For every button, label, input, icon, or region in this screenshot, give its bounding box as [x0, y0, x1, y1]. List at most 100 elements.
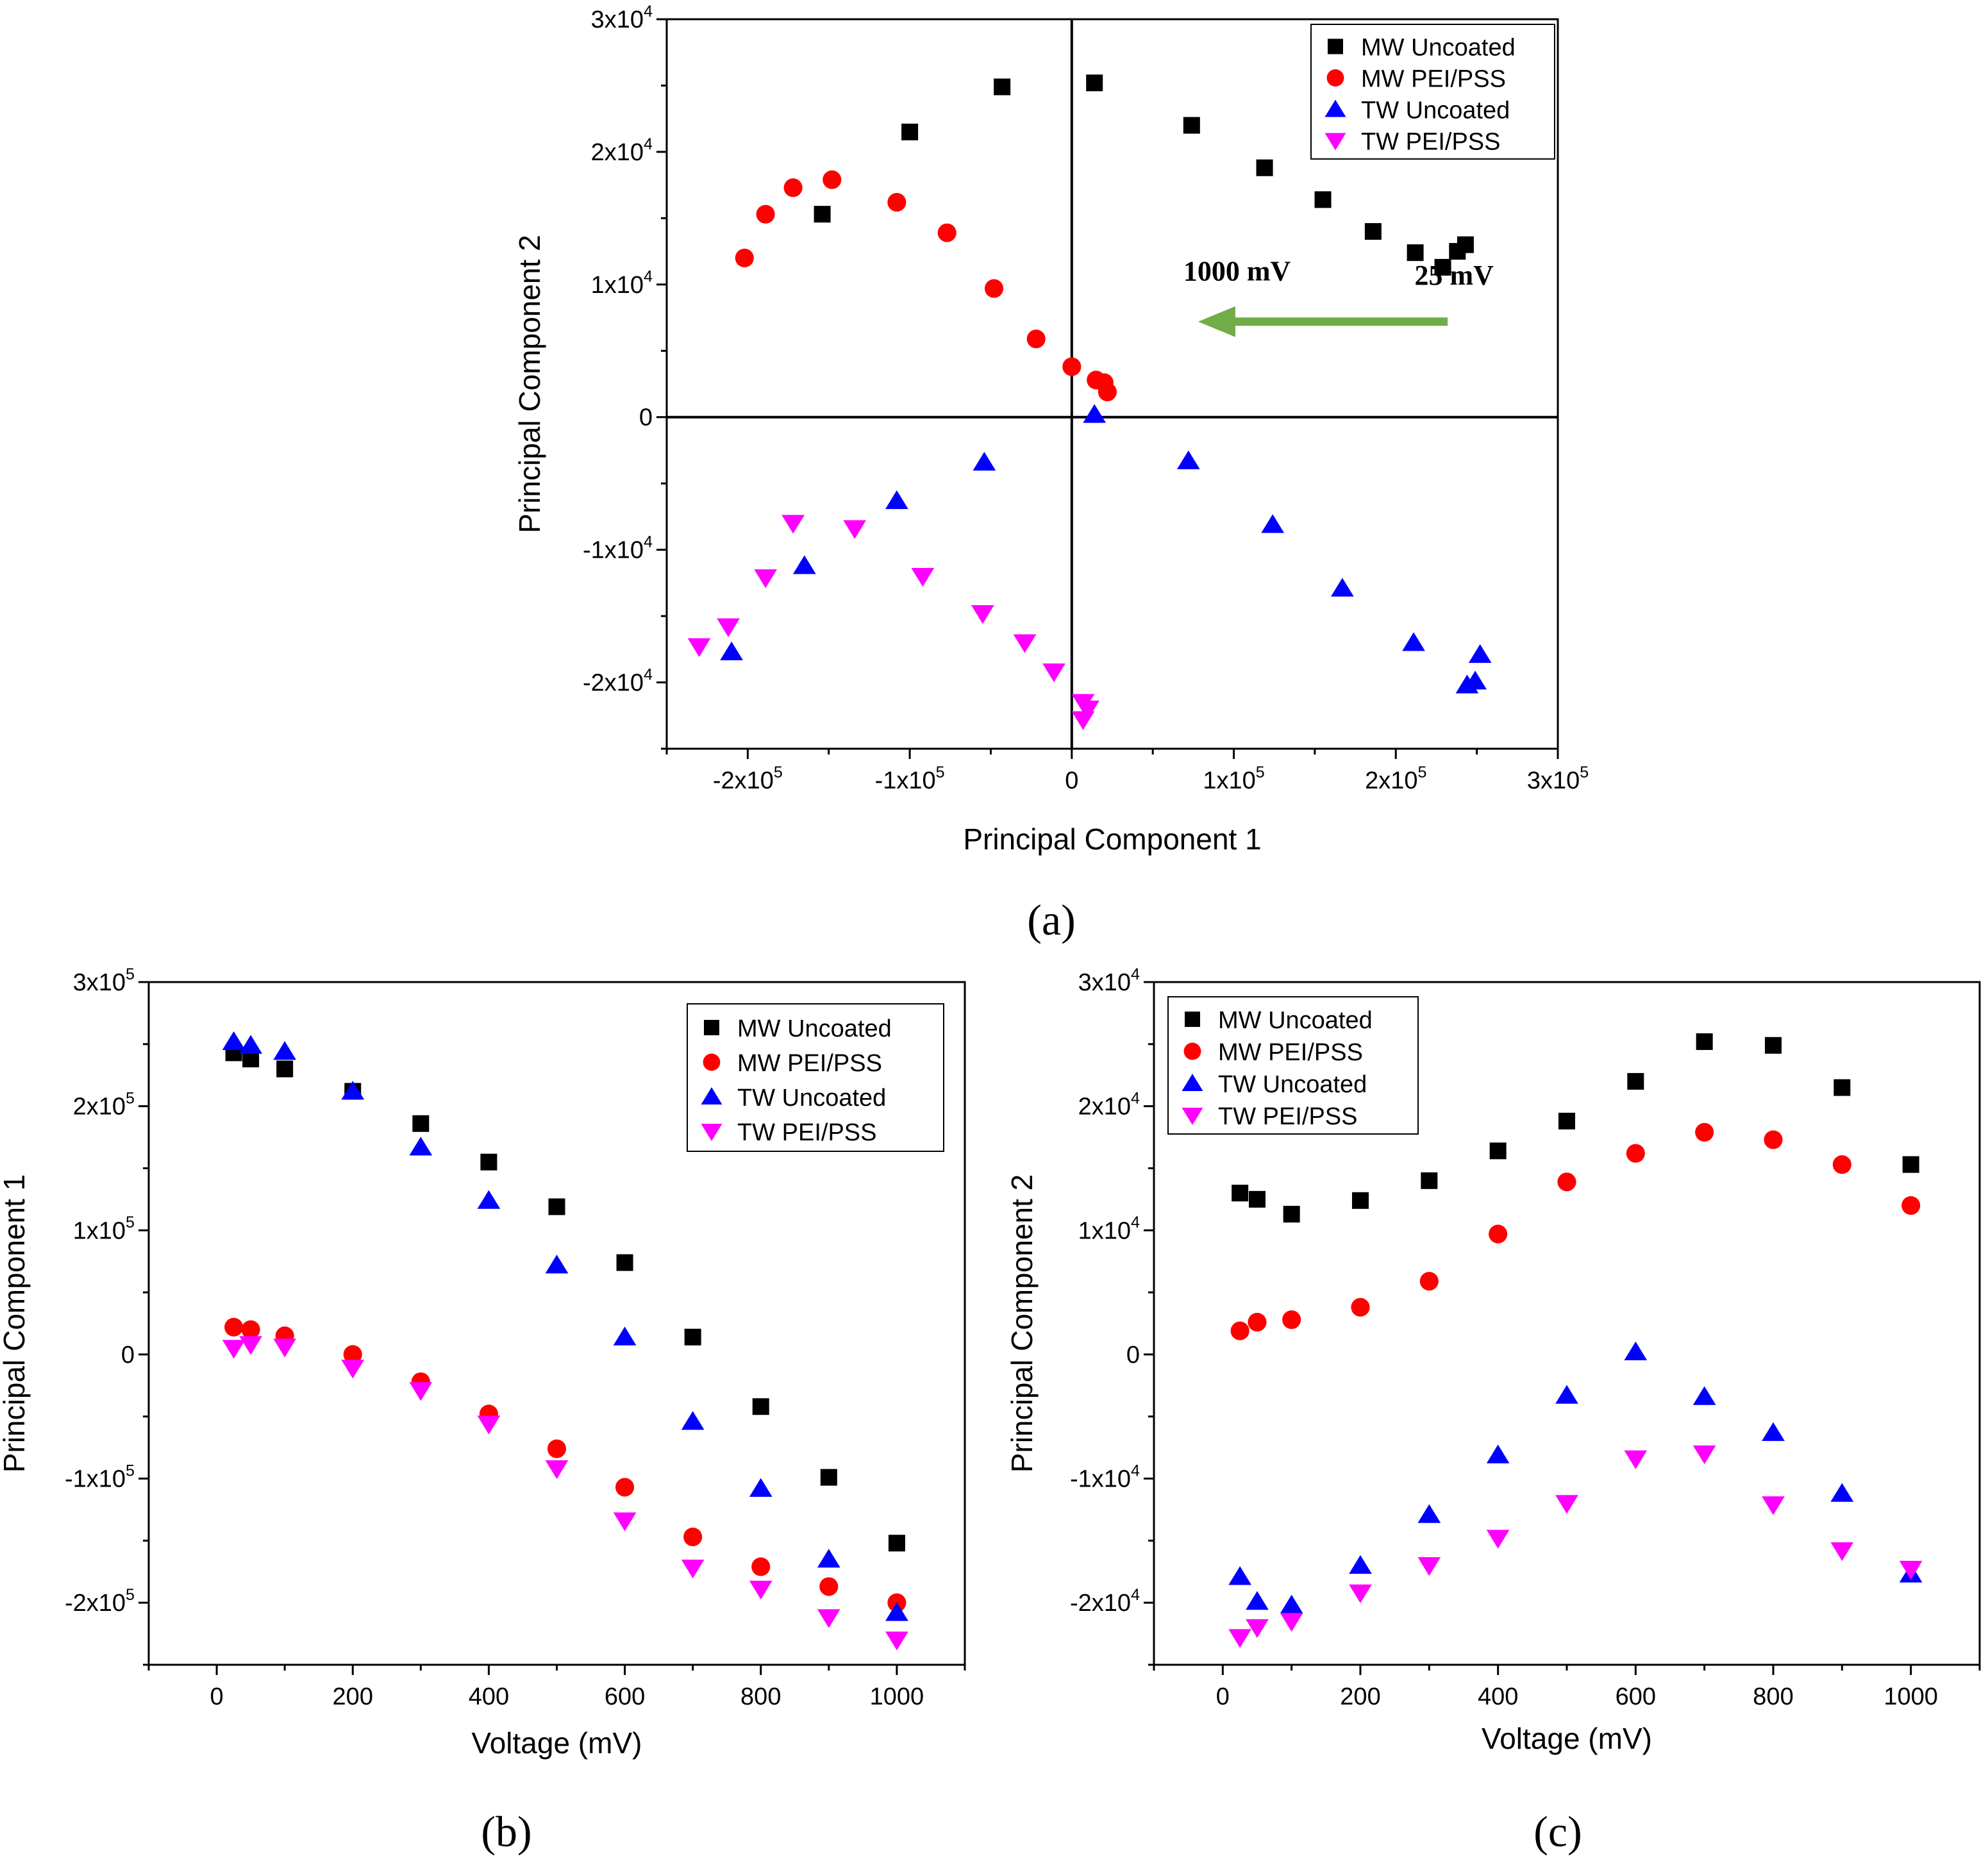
- data-point-tw_uncoated: [1417, 1504, 1441, 1523]
- data-point-tw_uncoated: [1830, 1483, 1854, 1502]
- data-point-mw_uncoated: [1902, 1156, 1919, 1173]
- data-point-mw_peipss: [887, 192, 906, 212]
- data-point-mw_peipss: [1419, 1272, 1439, 1291]
- y-tick-label: 3x105: [73, 965, 135, 996]
- legend-label-tw_peipss: TW PEI/PSS: [737, 1119, 876, 1146]
- data-point-tw_peipss: [781, 515, 805, 534]
- data-point-tw_uncoated: [1330, 578, 1354, 597]
- data-point-tw_peipss: [1624, 1450, 1648, 1469]
- data-point-mw_uncoated: [1434, 258, 1451, 276]
- data-point-tw_peipss: [681, 1559, 705, 1579]
- data-point-tw_uncoated: [973, 451, 996, 471]
- x-tick-label: 400: [469, 1683, 509, 1710]
- data-point-tw_uncoated: [1349, 1555, 1372, 1574]
- data-point-mw_uncoated: [1086, 74, 1103, 92]
- x-tick-label: 800: [740, 1683, 781, 1710]
- data-point-mw_uncoated: [1364, 223, 1382, 240]
- data-point-mw_uncoated: [1232, 1185, 1249, 1202]
- legend-label-tw_uncoated: TW Uncoated: [1218, 1071, 1367, 1098]
- x-tick-label: 600: [605, 1683, 645, 1710]
- data-point-mw_uncoated: [548, 1198, 565, 1215]
- data-point-tw_peipss: [409, 1382, 433, 1401]
- y-tick-label: -1x104: [583, 533, 653, 564]
- series-tw_peipss: [687, 515, 1099, 730]
- data-point-mw_uncoated: [1833, 1079, 1851, 1096]
- data-point-mw_peipss: [547, 1439, 567, 1458]
- legend-label-mw_peipss: MW PEI/PSS: [737, 1050, 882, 1077]
- x-axis-title: Voltage (mV): [472, 1726, 642, 1760]
- data-point-mw_uncoated: [994, 78, 1011, 96]
- data-point-mw_peipss: [984, 279, 1004, 298]
- chart-b-pc1-vs-voltage: 0 200 400 600 800 1000 -2x105 -1x105 0 1x105 2x105…: [0, 965, 966, 1760]
- data-point-tw_uncoated: [222, 1031, 246, 1050]
- legend-marker-mw_peipss: [1326, 69, 1344, 87]
- series-tw_uncoated: [1228, 1341, 1923, 1614]
- y-tick-label: 2x104: [1078, 1090, 1140, 1121]
- x-tick-label: -2x105: [713, 763, 783, 794]
- data-point-mw_peipss: [937, 223, 956, 242]
- series-tw_peipss: [222, 1336, 908, 1651]
- data-point-tw_peipss: [1071, 694, 1095, 713]
- data-point-tw_uncoated: [1402, 632, 1425, 651]
- data-point-tw_uncoated: [1083, 404, 1107, 423]
- data-point-tw_peipss: [885, 1631, 908, 1651]
- data-point-tw_peipss: [239, 1336, 262, 1355]
- data-point-mw_peipss: [1626, 1144, 1645, 1163]
- series-tw_peipss: [1228, 1445, 1923, 1648]
- y-tick-label: 3x104: [1078, 965, 1140, 996]
- data-point-mw_peipss: [751, 1557, 771, 1576]
- plot-frame: [665, 18, 1559, 750]
- data-point-tw_uncoated: [1228, 1566, 1252, 1585]
- data-point-tw_peipss: [1417, 1557, 1441, 1576]
- data-point-tw_peipss: [1692, 1445, 1716, 1465]
- y-tick-label: 1x104: [1078, 1213, 1140, 1244]
- data-point-tw_peipss: [1042, 663, 1065, 683]
- legend: MW Uncoated MW PEI/PSS TW Uncoated TW PEI/P…: [687, 1003, 944, 1152]
- data-point-tw_peipss: [1228, 1629, 1252, 1648]
- data-point-tw_uncoated: [1468, 644, 1492, 663]
- data-point-mw_peipss: [1026, 329, 1046, 349]
- data-point-tw_peipss: [1762, 1496, 1785, 1515]
- data-point-tw_peipss: [1280, 1613, 1303, 1632]
- series-mw_uncoated: [1232, 1033, 1919, 1223]
- data-point-mw_peipss: [1764, 1130, 1783, 1149]
- legend: MW Uncoated MW PEI/PSS TW Uncoated TW PEI/P…: [1167, 996, 1419, 1135]
- data-point-tw_uncoated: [681, 1411, 705, 1430]
- data-point-tw_peipss: [843, 520, 867, 539]
- x-tick-label: -1x105: [875, 763, 945, 794]
- y-axis-title: Principal Component 1: [0, 1174, 31, 1472]
- x-tick-label: 600: [1616, 1683, 1656, 1710]
- legend-label-mw_uncoated: MW Uncoated: [737, 1015, 892, 1042]
- legend-marker-mw_peipss: [703, 1053, 721, 1071]
- data-point-tw_uncoated: [885, 490, 908, 510]
- data-point-tw_peipss: [817, 1609, 840, 1628]
- data-point-mw_peipss: [1282, 1310, 1301, 1330]
- data-point-tw_peipss: [1486, 1530, 1510, 1549]
- data-point-mw_peipss: [241, 1320, 260, 1339]
- data-point-mw_peipss: [224, 1317, 244, 1337]
- y-tick-label: -2x105: [65, 1586, 135, 1617]
- annotation-25-mv: 25 mV: [1415, 260, 1494, 291]
- data-point-tw_uncoated: [1176, 450, 1200, 470]
- legend-label-mw_uncoated: MW Uncoated: [1361, 35, 1516, 62]
- data-point-mw_peipss: [1901, 1196, 1921, 1215]
- data-point-tw_peipss: [1830, 1542, 1854, 1562]
- data-point-mw_peipss: [1489, 1224, 1508, 1244]
- data-point-tw_uncoated: [885, 1602, 908, 1621]
- data-point-mw_uncoated: [1765, 1037, 1782, 1054]
- data-point-tw_uncoated: [545, 1255, 569, 1274]
- data-point-mw_peipss: [1230, 1321, 1249, 1340]
- x-tick-label: 200: [1340, 1683, 1380, 1710]
- legend-marker-tw_peipss: [1182, 1108, 1203, 1125]
- chart-c-pc2-vs-voltage: 0 200 400 600 800 1000 -2x104 -1x104 0 1x104 2x104…: [1005, 965, 1981, 1755]
- series-mw_uncoated: [225, 1044, 905, 1552]
- data-point-tw_uncoated: [792, 555, 816, 574]
- legend-box: [1167, 996, 1419, 1135]
- data-point-tw_peipss: [749, 1580, 773, 1600]
- y-tick-label: 0: [639, 404, 653, 431]
- series-tw_uncoated: [222, 1031, 908, 1621]
- chart-a-pc1-vs-pc2: -2x105 -1x105 0 1x105 2x105 3x105 -2x104 -1x104…: [513, 3, 1589, 856]
- y-tick-label: -1x105: [65, 1462, 135, 1492]
- data-point-tw_uncoated: [477, 1190, 501, 1209]
- data-point-mw_peipss: [756, 204, 775, 224]
